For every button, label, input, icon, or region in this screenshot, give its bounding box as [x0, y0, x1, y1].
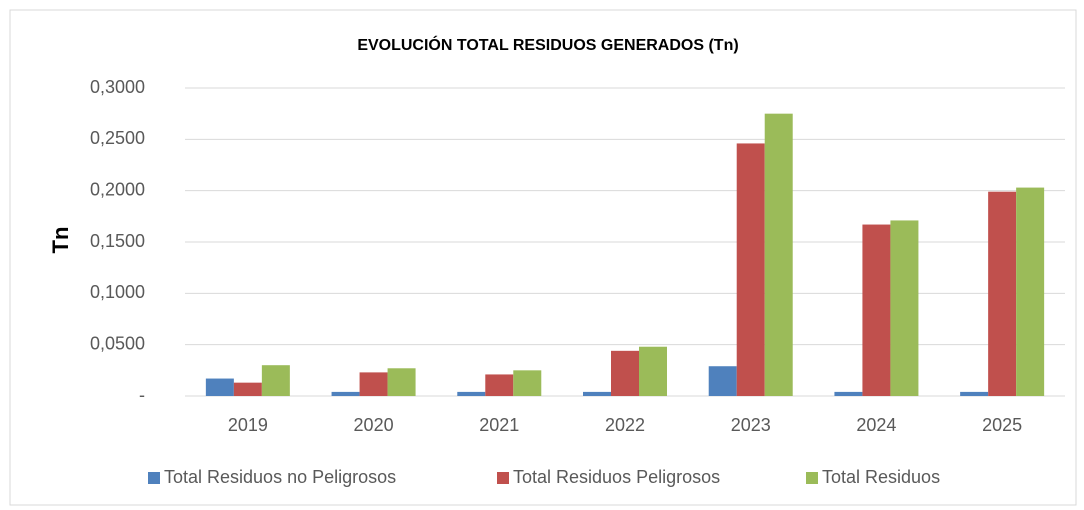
- bar: [233, 382, 262, 396]
- legend-label: Total Residuos no Peligrosos: [164, 467, 396, 487]
- bar: [639, 346, 667, 396]
- bar: [736, 143, 765, 396]
- legend-label: Total Residuos Peligrosos: [513, 467, 720, 487]
- bar: [764, 113, 793, 397]
- x-tick-label: 2019: [228, 415, 268, 435]
- x-tick-label: 2023: [731, 415, 771, 435]
- bar: [862, 224, 891, 396]
- y-tick-label: 0,1000: [90, 282, 145, 302]
- bar: [513, 370, 542, 396]
- y-tick-label: -: [139, 385, 145, 405]
- bar: [387, 368, 416, 396]
- bar: [988, 191, 1017, 396]
- y-tick-label: 0,2500: [90, 128, 145, 148]
- bar: [1016, 187, 1045, 396]
- bar: [261, 365, 290, 396]
- bar: [205, 378, 234, 396]
- bar: [611, 350, 639, 396]
- y-tick-label: 0,3000: [90, 77, 145, 97]
- bar: [359, 372, 388, 396]
- legend-label: Total Residuos: [822, 467, 940, 487]
- bar: [583, 391, 611, 396]
- bar: [890, 220, 919, 396]
- x-tick-label: 2020: [354, 415, 394, 435]
- bar: [457, 391, 486, 396]
- chart-title: EVOLUCIÓN TOTAL RESIDUOS GENERADOS (Tn): [357, 35, 738, 54]
- legend-swatch: [148, 472, 160, 484]
- y-axis-label: Tn: [48, 227, 73, 254]
- x-tick-label: 2021: [479, 415, 519, 435]
- bar: [834, 391, 863, 396]
- x-tick-label: 2022: [605, 415, 645, 435]
- y-tick-label: 0,2000: [90, 179, 145, 199]
- y-tick-label: 0,1500: [90, 231, 145, 251]
- bar: [331, 391, 360, 396]
- bar: [960, 391, 989, 396]
- bar: [485, 374, 514, 396]
- x-tick-label: 2025: [982, 415, 1022, 435]
- legend-swatch: [806, 472, 818, 484]
- legend-swatch: [497, 472, 509, 484]
- y-tick-label: 0,0500: [90, 333, 145, 353]
- x-tick-label: 2024: [856, 415, 896, 435]
- bar: [708, 366, 737, 396]
